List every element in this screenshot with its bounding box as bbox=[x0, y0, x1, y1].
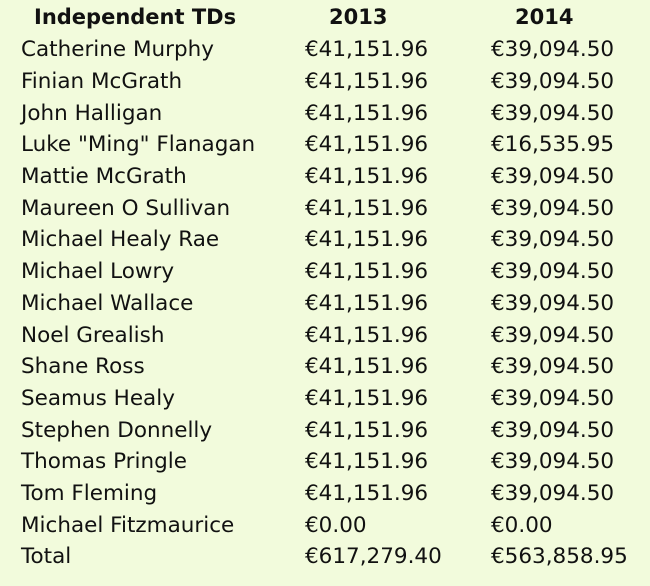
amount-2013-cell: €41,151.96 bbox=[305, 259, 429, 285]
table-row: Noel Grealish €41,151.96 €39,094.50 bbox=[0, 319, 650, 351]
table-row: Stephen Donnelly €41,151.96 €39,094.50 bbox=[0, 414, 650, 446]
td-name-cell: Luke "Ming" Flanagan bbox=[21, 132, 256, 158]
td-name-cell: Tom Fleming bbox=[21, 480, 158, 506]
table-row: Luke "Ming" Flanagan €41,151.96 €16,535.95 bbox=[0, 129, 650, 161]
table-row: Catherine Murphy €41,151.96 €39,094.50 bbox=[0, 34, 650, 66]
amount-2014-cell: €39,094.50 bbox=[491, 322, 615, 348]
amount-2014-cell: €39,094.50 bbox=[491, 449, 615, 475]
amount-2014-cell: €39,094.50 bbox=[491, 37, 615, 63]
td-name-cell: Finian McGrath bbox=[21, 69, 183, 95]
table-row: Michael Wallace €41,151.96 €39,094.50 bbox=[0, 288, 650, 320]
amount-2013-cell: €41,151.96 bbox=[305, 290, 429, 316]
td-name-cell: Maureen O Sullivan bbox=[21, 195, 231, 221]
amount-2014-cell: €0.00 bbox=[491, 512, 553, 538]
amount-2014-cell: €16,535.95 bbox=[491, 132, 615, 158]
header-independent-tds: Independent TDs bbox=[34, 5, 237, 29]
table-row: Mattie McGrath €41,151.96 €39,094.50 bbox=[0, 161, 650, 193]
td-name-cell: Stephen Donnelly bbox=[21, 417, 213, 443]
amount-2013-cell: €41,151.96 bbox=[305, 100, 429, 126]
table-row: Michael Fitzmaurice €0.00 €0.00 bbox=[0, 509, 650, 541]
amount-2013-cell: €41,151.96 bbox=[305, 164, 429, 190]
table-row: Maureen O Sullivan €41,151.96 €39,094.50 bbox=[0, 192, 650, 224]
header-row: Independent TDs 2013 2014 bbox=[0, 0, 650, 34]
amount-2013-cell: €41,151.96 bbox=[305, 480, 429, 506]
total-row: Total €617,279.40 €563,858.95 bbox=[0, 541, 650, 573]
table-body: Catherine Murphy €41,151.96 €39,094.50 Fini… bbox=[0, 34, 650, 573]
table-row: Shane Ross €41,151.96 €39,094.50 bbox=[0, 351, 650, 383]
table-header: Independent TDs 2013 2014 bbox=[0, 0, 650, 34]
table-row: John Halligan €41,151.96 €39,094.50 bbox=[0, 97, 650, 129]
td-name-cell: Michael Lowry bbox=[21, 259, 175, 285]
amount-2013-cell: €41,151.96 bbox=[305, 227, 429, 253]
td-name-cell: Noel Grealish bbox=[21, 322, 165, 348]
amount-2013-cell: €41,151.96 bbox=[305, 69, 429, 95]
amount-2013-cell: €41,151.96 bbox=[305, 37, 429, 63]
header-2014: 2014 bbox=[515, 5, 574, 29]
amount-2013-cell: €617,279.40 bbox=[305, 544, 442, 570]
header-2013: 2013 bbox=[329, 5, 388, 29]
td-name-cell: Total bbox=[21, 544, 72, 570]
td-name-cell: Seamus Healy bbox=[21, 385, 175, 411]
amount-2014-cell: €39,094.50 bbox=[491, 385, 615, 411]
td-name-cell: Michael Wallace bbox=[21, 290, 194, 316]
amount-2014-cell: €39,094.50 bbox=[491, 195, 615, 221]
table-row: Thomas Pringle €41,151.96 €39,094.50 bbox=[0, 446, 650, 478]
amount-2014-cell: €39,094.50 bbox=[491, 354, 615, 380]
amount-2013-cell: €41,151.96 bbox=[305, 449, 429, 475]
amount-2013-cell: €41,151.96 bbox=[305, 322, 429, 348]
independent-tds-table: Independent TDs 2013 2014 Catherine Murp… bbox=[0, 0, 650, 573]
td-name-cell: Catherine Murphy bbox=[21, 37, 214, 63]
amount-2013-cell: €41,151.96 bbox=[305, 195, 429, 221]
amount-2013-cell: €41,151.96 bbox=[305, 417, 429, 443]
td-name-cell: Mattie McGrath bbox=[21, 164, 187, 190]
td-name-cell: John Halligan bbox=[21, 100, 163, 126]
table-row: Seamus Healy €41,151.96 €39,094.50 bbox=[0, 383, 650, 415]
amount-2014-cell: €39,094.50 bbox=[491, 69, 615, 95]
amount-2014-cell: €39,094.50 bbox=[491, 259, 615, 285]
td-name-cell: Shane Ross bbox=[21, 354, 145, 380]
amount-2013-cell: €0.00 bbox=[305, 512, 367, 538]
amount-2014-cell: €39,094.50 bbox=[491, 100, 615, 126]
amount-2014-cell: €39,094.50 bbox=[491, 164, 615, 190]
td-name-cell: Michael Healy Rae bbox=[21, 227, 220, 253]
amount-2013-cell: €41,151.96 bbox=[305, 132, 429, 158]
amount-2014-cell: €39,094.50 bbox=[491, 290, 615, 316]
amount-2014-cell: €39,094.50 bbox=[491, 417, 615, 443]
amount-2014-cell: €563,858.95 bbox=[491, 544, 628, 570]
table-row: Finian McGrath €41,151.96 €39,094.50 bbox=[0, 66, 650, 98]
td-name-cell: Thomas Pringle bbox=[21, 449, 187, 475]
amount-2014-cell: €39,094.50 bbox=[491, 227, 615, 253]
td-name-cell: Michael Fitzmaurice bbox=[21, 512, 235, 538]
amount-2013-cell: €41,151.96 bbox=[305, 354, 429, 380]
amount-2014-cell: €39,094.50 bbox=[491, 480, 615, 506]
table-row: Michael Lowry €41,151.96 €39,094.50 bbox=[0, 256, 650, 288]
table-row: Tom Fleming €41,151.96 €39,094.50 bbox=[0, 478, 650, 510]
amount-2013-cell: €41,151.96 bbox=[305, 385, 429, 411]
table-row: Michael Healy Rae €41,151.96 €39,094.50 bbox=[0, 224, 650, 256]
